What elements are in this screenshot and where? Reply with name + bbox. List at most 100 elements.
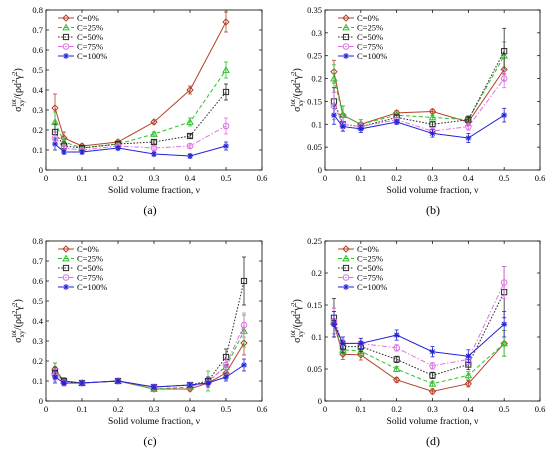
x-tick-label: 0 <box>44 404 48 414</box>
y-tick-label: 0.05 <box>307 142 322 152</box>
x-axis-label: Solid volume fraction, ν <box>108 185 201 196</box>
data-point <box>222 65 230 73</box>
legend-label: C=100% <box>77 282 107 292</box>
legend-label: C=100% <box>357 282 387 292</box>
data-point <box>501 48 508 55</box>
legend-marker <box>343 53 349 59</box>
y-axis-label-part: γ̇ <box>13 74 24 80</box>
legend-marker <box>63 53 69 59</box>
y-tick-label: 0.25 <box>307 51 322 61</box>
y-axis-label-part: xy <box>18 330 26 338</box>
data-point <box>115 145 121 151</box>
legend-marker <box>343 284 349 290</box>
y-tick-label: 0.1 <box>311 332 322 342</box>
y-tick-label: 0.35 <box>307 5 322 15</box>
data-point <box>465 123 472 130</box>
legend-marker <box>342 33 350 41</box>
y-tick-label: 0.4 <box>32 85 43 95</box>
legend-label: C=0% <box>77 13 99 23</box>
y-tick-label: 0.25 <box>307 236 322 246</box>
y-tick-label: 0.2 <box>311 268 322 278</box>
data-point <box>464 380 473 388</box>
data-point <box>500 279 508 286</box>
data-point <box>52 141 58 147</box>
x-tick-label: 0.6 <box>257 173 268 183</box>
y-axis-label-part: ) <box>13 299 24 302</box>
data-point <box>392 376 401 384</box>
legend-label: C=50% <box>357 263 383 273</box>
legend-marker <box>342 245 350 253</box>
series-4 <box>52 358 247 390</box>
legend-label: C=50% <box>357 32 383 42</box>
data-point <box>223 143 229 149</box>
legend: C=0%C=25%C=50%C=75%C=100% <box>58 244 107 292</box>
y-axis-label-part: tot <box>10 99 18 106</box>
y-tick-label: 0.1 <box>32 376 43 386</box>
y-tick-label: 0.7 <box>32 256 43 266</box>
data-point <box>339 123 346 130</box>
legend-marker <box>62 14 70 22</box>
data-point <box>186 117 194 125</box>
data-point <box>150 385 158 393</box>
legend-marker <box>62 264 70 272</box>
legend-label: C=25% <box>357 23 383 33</box>
y-axis-label-part: 2 <box>11 71 19 75</box>
y-axis-label-part: /(ρd <box>13 314 24 330</box>
x-tick-label: 0.3 <box>427 173 438 183</box>
series-line <box>333 324 505 392</box>
y-axis-label: σxytot/(ρd2γ̇2) <box>289 299 305 343</box>
panel-label: (c) <box>143 434 156 448</box>
series-4 <box>52 137 229 159</box>
data-point <box>150 138 158 146</box>
data-point <box>187 153 193 159</box>
data-point <box>501 321 508 328</box>
legend-label: C=25% <box>77 254 103 264</box>
x-tick-label: 0.5 <box>221 173 232 183</box>
series-1 <box>51 61 230 151</box>
legend-marker <box>342 23 350 31</box>
data-point <box>465 353 472 360</box>
legend-label: C=100% <box>357 51 387 61</box>
data-point <box>429 121 436 128</box>
legend-marker <box>62 43 70 50</box>
legend-marker <box>62 254 70 262</box>
data-point <box>393 332 400 339</box>
x-tick-label: 0.5 <box>499 404 510 414</box>
legend-marker <box>342 264 350 272</box>
y-tick-label: 0.6 <box>32 45 43 55</box>
chart-panel-a: 0 0.1 0.2 0.3 0.4 0.5 0.6 0 0.1 0.2 0.3 0.4 0.5 0.6 0.… <box>10 5 267 217</box>
legend-label: C=25% <box>357 254 383 264</box>
data-point <box>356 347 365 354</box>
x-tick-label: 0.5 <box>221 404 232 414</box>
x-tick-label: 0.6 <box>535 173 546 183</box>
x-tick-label: 0.1 <box>356 173 367 183</box>
chart-panel-c: 0 0.1 0.2 0.3 0.4 0.5 0.6 0 0.1 0.2 0.3 0.4 0.5 0.6 0.… <box>10 236 267 448</box>
x-tick-label: 0 <box>323 404 327 414</box>
data-point <box>501 112 508 119</box>
data-point <box>465 116 472 123</box>
data-point <box>393 344 400 352</box>
x-axis-label: Solid volume fraction, ν <box>387 185 480 196</box>
legend-label: C=0% <box>77 244 99 254</box>
legend: C=0%C=25%C=50%C=75%C=100% <box>338 13 387 61</box>
data-point <box>151 151 157 157</box>
y-tick-label: 0.5 <box>32 296 43 306</box>
chart-panel-b: 0 0.1 0.2 0.3 0.4 0.5 0.6 0 0.05 0.1 0.15 0.2 0.25 0.… <box>289 5 545 217</box>
legend-label: C=0% <box>357 13 379 23</box>
y-tick-label: 0 <box>318 396 322 406</box>
y-axis-label-part: /(ρd <box>13 83 24 99</box>
y-tick-label: 0.7 <box>32 25 43 35</box>
y-axis-label-part: xy <box>18 99 26 107</box>
y-axis-label-part: ) <box>292 68 303 71</box>
legend-marker <box>342 274 350 281</box>
y-axis-label-part: 2 <box>290 302 298 306</box>
series-line <box>333 50 505 128</box>
x-axis-label: Solid volume fraction, ν <box>108 416 201 427</box>
legend-label: C=75% <box>77 42 103 52</box>
x-tick-label: 0.5 <box>499 173 510 183</box>
y-axis-label-part: ) <box>13 68 24 71</box>
legend-label: C=75% <box>357 273 383 283</box>
data-point <box>339 340 346 347</box>
data-point <box>186 142 194 150</box>
